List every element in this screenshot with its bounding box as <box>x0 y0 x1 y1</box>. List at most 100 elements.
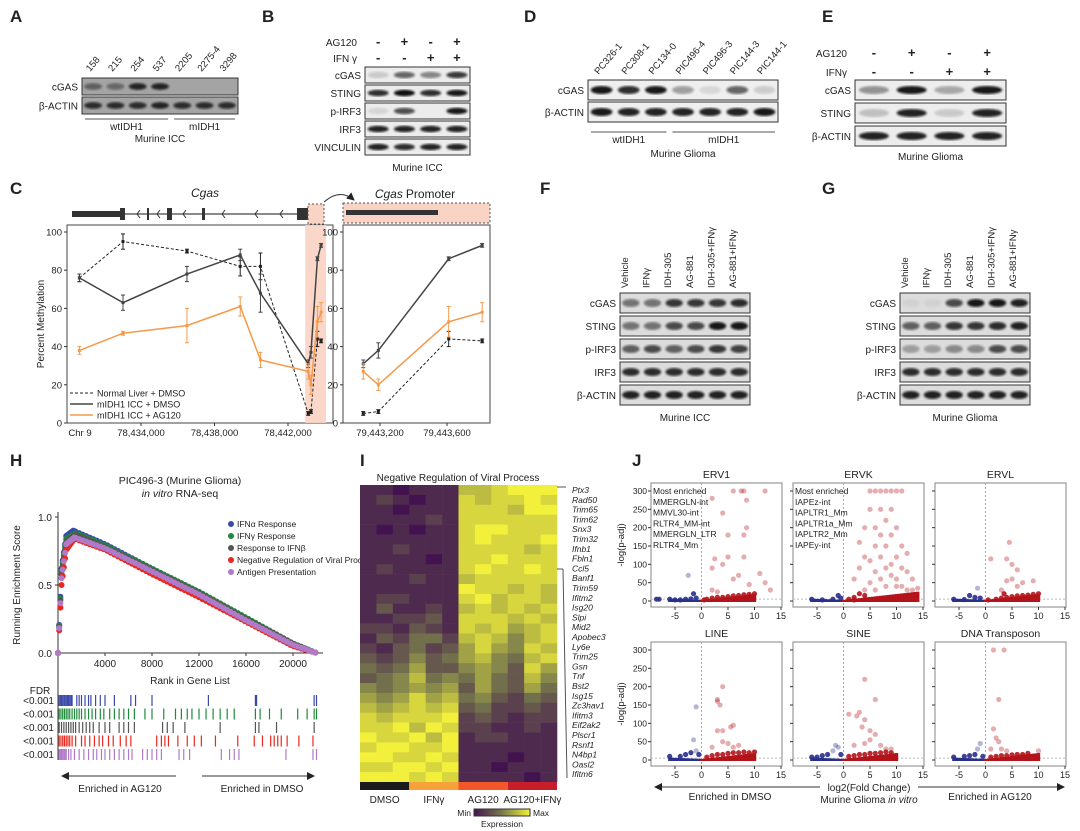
gene-label: Tnf <box>572 671 586 681</box>
blot-band <box>84 83 103 90</box>
volcano-point <box>835 744 841 750</box>
blot-row <box>364 66 471 84</box>
volcano-point-band <box>973 758 977 761</box>
blot-band <box>896 109 927 117</box>
volcano-point-band <box>753 594 757 602</box>
volcano-point <box>851 576 857 582</box>
volcano-point-band <box>1021 595 1025 602</box>
y-tick-label: 20 <box>327 380 338 391</box>
heatmap-cell <box>442 623 459 634</box>
heatmap-cell <box>491 514 509 525</box>
y-tick-label: 150 <box>633 700 647 710</box>
heatmap-cell <box>392 673 410 684</box>
volcano-point-band <box>668 757 672 761</box>
heatmap-cell <box>425 603 443 614</box>
blot-band <box>923 368 942 376</box>
heatmap-cell <box>474 722 492 733</box>
heatmap-cell <box>507 623 525 634</box>
blot-row <box>364 84 471 102</box>
blot-band <box>665 322 683 330</box>
volcano-point-band <box>739 754 743 761</box>
enrichment-point <box>62 549 69 556</box>
volcano-point-band <box>986 599 990 602</box>
volcano-point <box>762 580 768 586</box>
gene-label: Zc3hav1 <box>571 701 605 711</box>
lane-label: 158 <box>84 55 103 74</box>
x-tick-label: 5 <box>867 611 872 621</box>
heatmap-cell <box>425 534 443 545</box>
heatmap-cell <box>360 752 377 763</box>
heatmap-cell <box>392 514 410 525</box>
volcano-point-band <box>715 757 720 761</box>
volcano-point-band <box>960 757 964 761</box>
volcano-point <box>1004 578 1010 584</box>
enrichment-point <box>58 582 65 588</box>
gene-label: Isg15 <box>572 691 593 701</box>
volcano-point-band <box>970 758 974 761</box>
blot-caption: Murine Glioma <box>898 152 963 163</box>
volcano-point <box>1020 580 1026 586</box>
volcano-point-band <box>857 757 862 761</box>
blot-band <box>643 299 662 307</box>
heatmap-cell <box>376 574 394 585</box>
x-tick-label: -5 <box>671 770 679 780</box>
volcano-point <box>656 596 662 602</box>
blot-band <box>665 368 683 376</box>
plot-frame <box>650 482 783 608</box>
heatmap-cell <box>409 692 426 704</box>
volcano-point <box>693 704 699 710</box>
heatmap-cell <box>360 663 377 674</box>
heatmap-cell <box>491 742 509 753</box>
volcano-point-band <box>828 599 832 602</box>
volcano-point-band <box>734 596 738 602</box>
y-tick-label: 150 <box>633 541 647 551</box>
heatmap-cell <box>491 593 509 605</box>
data-point <box>238 264 242 268</box>
group-label: mIDH1 <box>708 135 740 146</box>
volcano-point <box>856 591 863 597</box>
heatmap-cell <box>425 514 443 525</box>
volcano-point <box>909 587 916 593</box>
volcano-point <box>867 580 873 586</box>
x-tick-label: 78,434,000 <box>117 428 165 439</box>
volcano-point-band <box>1015 596 1019 602</box>
heatmap-cell <box>425 702 443 713</box>
enriched-annotation: IAPLTR1_Mm <box>795 508 848 518</box>
heatmap-cell <box>491 692 509 704</box>
legend-label: IFNα Response <box>237 519 297 529</box>
x-tick-label: 5 <box>867 770 872 780</box>
enriched-left-label: Enriched in DMSO <box>689 792 772 803</box>
volcano-point-band <box>831 758 835 761</box>
heatmap-cell <box>409 564 426 575</box>
heatmap-cell <box>458 732 476 743</box>
volcano-point <box>878 576 884 582</box>
volcano-point <box>904 550 910 556</box>
data-point <box>480 310 484 314</box>
volcano-point <box>709 495 715 501</box>
volcano-point-band <box>689 599 693 602</box>
blot-band <box>590 86 613 94</box>
blot-band <box>967 322 985 330</box>
volcano-point-band <box>999 757 1004 761</box>
data-point <box>361 411 365 415</box>
gene-label: Slpi <box>572 612 587 622</box>
heatmap-cell <box>491 702 509 713</box>
blot-row <box>619 315 751 337</box>
blot-band <box>967 345 985 353</box>
volcano-point-band <box>726 596 730 602</box>
volcano-point <box>878 742 884 748</box>
group-colorbar <box>458 782 508 790</box>
volcano-point-band <box>836 758 840 761</box>
heatmap-cell <box>474 702 492 713</box>
heatmap-cell <box>442 504 459 515</box>
volcano-point-band <box>868 755 872 761</box>
volcano-point-band <box>978 599 982 602</box>
heatmap-cell <box>474 752 492 763</box>
blot-band <box>923 322 942 330</box>
blot-row <box>364 138 471 156</box>
volcano-point <box>712 556 718 562</box>
volcano-point <box>967 592 973 599</box>
heatmap-cell <box>507 732 525 743</box>
volcano-point <box>741 488 747 494</box>
heatmap-cell <box>376 732 394 743</box>
